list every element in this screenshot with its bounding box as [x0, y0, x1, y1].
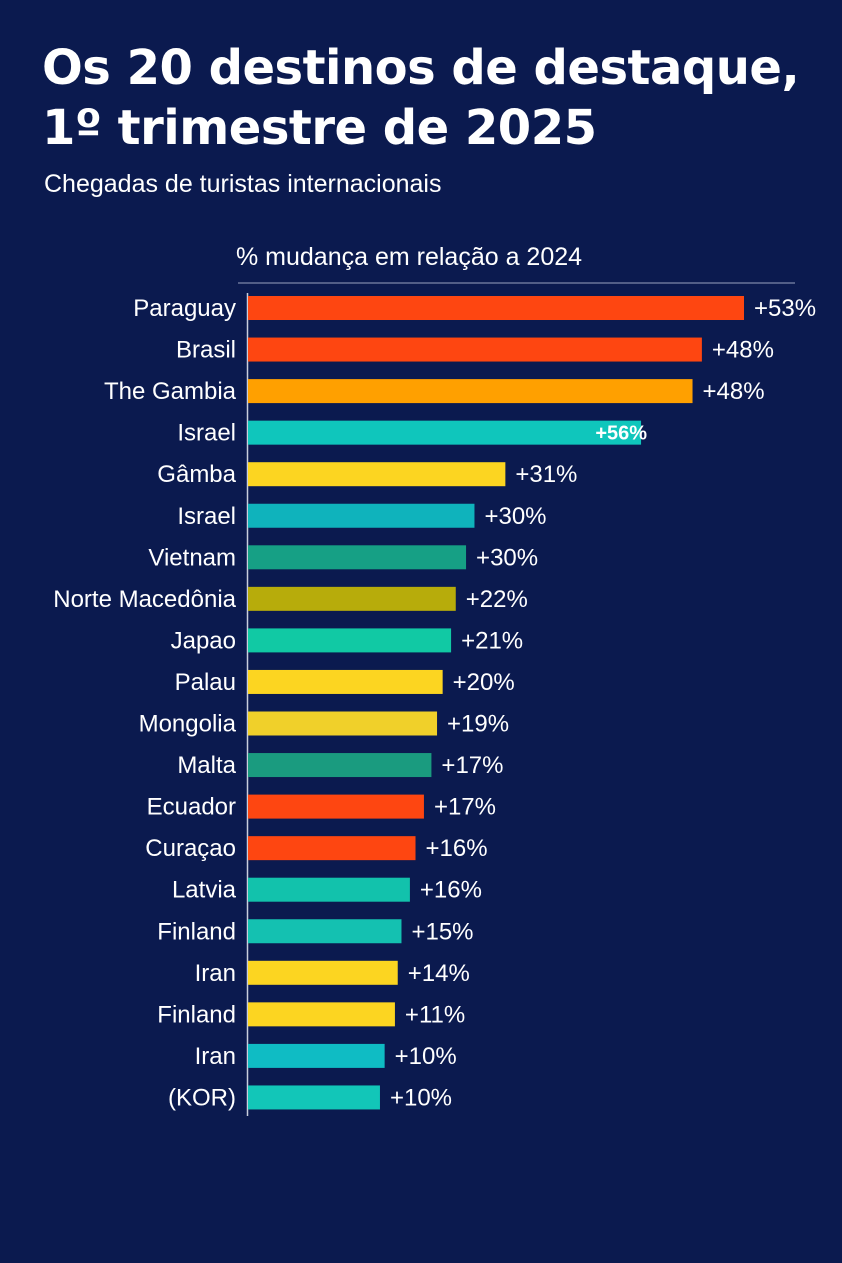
category-label-5: Gâmba [157, 461, 236, 488]
value-label-18: +11% [405, 1001, 465, 1028]
value-label-2: +48% [712, 337, 774, 364]
value-label-10: +20% [453, 669, 515, 696]
chart-title: Os 20 destinos de destaque, 1º trimestre… [42, 38, 832, 158]
bar-13 [248, 794, 424, 819]
bar-15 [248, 877, 410, 902]
value-label-20: +10% [390, 1084, 452, 1111]
bar-2 [248, 337, 702, 362]
bar-20 [248, 1085, 380, 1110]
category-label-11: Mongolia [139, 711, 237, 738]
bar-14 [248, 836, 416, 861]
category-label-18: Finland [157, 1001, 236, 1028]
bar-8 [248, 586, 456, 611]
bar-16 [248, 919, 402, 944]
category-label-4: Israel [177, 420, 236, 447]
bar-12 [248, 753, 432, 778]
bar-9 [248, 628, 452, 653]
axis-title: % mudança em relação a 2024 [236, 243, 583, 271]
category-label-14: Curaçao [145, 835, 236, 862]
bar-10 [248, 669, 443, 694]
bar-7 [248, 545, 467, 570]
chart-subtitle: Chegadas de turistas internacionais [44, 170, 442, 198]
category-label-8: Norte Macedônia [53, 586, 236, 613]
value-label-7: +30% [476, 544, 538, 571]
value-label-9: +21% [461, 627, 523, 654]
value-label-19: +10% [395, 1043, 457, 1070]
category-label-2: Brasil [176, 337, 236, 364]
category-label-1: Paraguay [133, 295, 236, 322]
category-label-12: Malta [177, 752, 236, 779]
bar-3 [248, 379, 693, 404]
chart-title-line-1: Os 20 destinos de destaque, [42, 40, 800, 96]
value-label-11: +19% [447, 711, 509, 738]
bar-19 [248, 1043, 385, 1068]
value-label-12: +17% [441, 752, 503, 779]
category-label-3: The Gambia [104, 378, 237, 405]
category-label-17: Iran [195, 960, 236, 987]
category-label-16: Finland [157, 918, 236, 945]
category-label-7: Vietnam [148, 544, 236, 571]
value-label-16: +15% [411, 918, 473, 945]
value-label-4: +56% [595, 423, 647, 445]
bar-6 [248, 503, 475, 528]
chart-title-line-2: 1º trimestre de 2025 [42, 100, 597, 156]
value-label-1: +53% [754, 295, 816, 322]
value-label-15: +16% [420, 877, 482, 904]
value-label-6: +30% [484, 503, 546, 530]
bar-1 [248, 296, 744, 320]
value-label-3: +48% [703, 378, 765, 405]
bar-11 [248, 711, 438, 736]
category-label-15: Latvia [172, 877, 237, 904]
category-label-6: Israel [177, 503, 236, 530]
value-label-17: +14% [408, 960, 470, 987]
bar-17 [248, 960, 398, 985]
value-label-8: +22% [466, 586, 528, 613]
category-label-10: Palau [175, 669, 236, 696]
value-label-5: +31% [515, 461, 577, 488]
category-label-13: Ecuador [147, 794, 236, 821]
bar-18 [248, 1002, 395, 1027]
category-label-19: Iran [195, 1043, 236, 1070]
bar-4 [248, 420, 642, 445]
value-label-13: +17% [434, 794, 496, 821]
category-label-20: (KOR) [168, 1084, 236, 1111]
category-label-9: Japao [171, 627, 236, 654]
bar-5 [248, 462, 506, 487]
value-label-14: +16% [426, 835, 488, 862]
